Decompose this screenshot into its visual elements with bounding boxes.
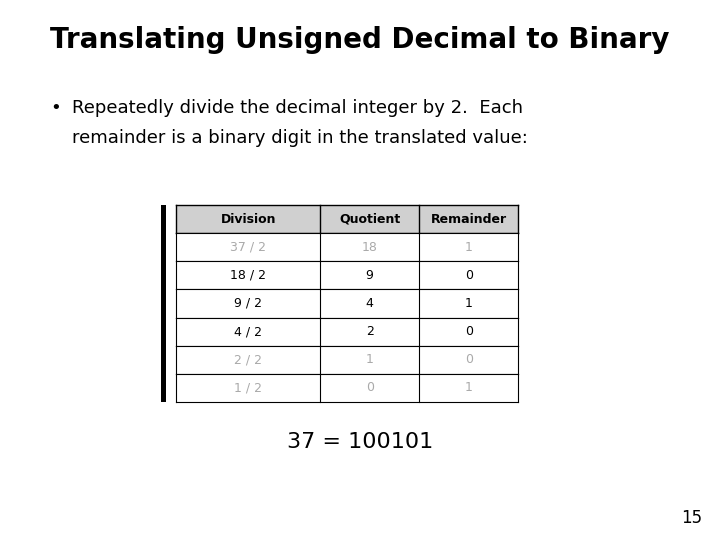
Text: 9 / 2: 9 / 2	[234, 297, 262, 310]
Text: 37 = 100101: 37 = 100101	[287, 432, 433, 453]
Text: 1: 1	[465, 381, 473, 394]
Text: 1: 1	[465, 297, 473, 310]
Text: 0: 0	[465, 325, 473, 338]
Text: 1: 1	[366, 353, 374, 366]
Text: 18: 18	[361, 241, 377, 254]
Text: 9: 9	[366, 269, 374, 282]
Text: 2 / 2: 2 / 2	[234, 353, 262, 366]
Text: •: •	[50, 99, 61, 117]
Text: 0: 0	[366, 381, 374, 394]
Text: 15: 15	[680, 509, 702, 528]
Text: remainder is a binary digit in the translated value:: remainder is a binary digit in the trans…	[72, 129, 528, 147]
Text: Remainder: Remainder	[431, 213, 507, 226]
Text: Repeatedly divide the decimal integer by 2.  Each: Repeatedly divide the decimal integer by…	[72, 99, 523, 117]
Text: 4: 4	[366, 297, 374, 310]
Text: 0: 0	[465, 269, 473, 282]
Text: 37 / 2: 37 / 2	[230, 241, 266, 254]
Text: Quotient: Quotient	[339, 213, 400, 226]
Text: 0: 0	[465, 353, 473, 366]
Text: 2: 2	[366, 325, 374, 338]
Text: Division: Division	[220, 213, 276, 226]
Text: 4 / 2: 4 / 2	[234, 325, 262, 338]
Text: 1: 1	[465, 241, 473, 254]
Text: 18 / 2: 18 / 2	[230, 269, 266, 282]
Text: Translating Unsigned Decimal to Binary: Translating Unsigned Decimal to Binary	[50, 26, 670, 55]
Text: 1 / 2: 1 / 2	[234, 381, 262, 394]
